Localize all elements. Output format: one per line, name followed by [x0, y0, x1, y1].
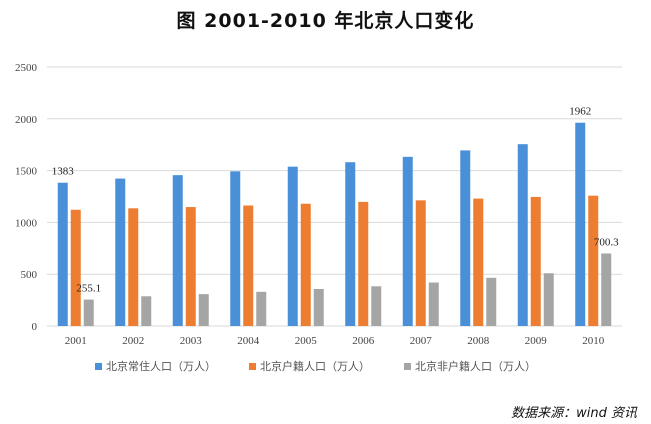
bar — [371, 286, 382, 326]
bar — [543, 273, 554, 326]
y-tick-label: 500 — [21, 269, 38, 281]
x-tick-label: 2004 — [237, 335, 260, 347]
bar — [198, 294, 209, 326]
y-tick-label: 1000 — [15, 217, 38, 229]
data-label: 1962 — [569, 106, 591, 118]
legend-item: 北京非户籍人口（万人） — [404, 358, 536, 374]
bar — [358, 201, 369, 326]
bar — [517, 144, 528, 326]
bar — [230, 171, 241, 326]
bar — [57, 182, 68, 326]
bar — [473, 198, 484, 326]
bar — [530, 196, 541, 326]
bar — [428, 282, 439, 326]
x-tick-label: 2005 — [295, 335, 318, 347]
bar — [287, 166, 298, 326]
bar — [185, 207, 196, 326]
bar — [243, 205, 254, 326]
x-tick-label: 2001 — [65, 335, 87, 347]
x-tick-label: 2009 — [525, 335, 548, 347]
x-tick-label: 2010 — [582, 335, 605, 347]
y-tick-label: 1500 — [15, 166, 38, 178]
bar — [601, 253, 612, 326]
y-tick-label: 0 — [32, 321, 38, 333]
y-tick-label: 2500 — [15, 62, 38, 74]
bar — [588, 195, 599, 326]
bar — [313, 288, 324, 326]
bar — [415, 200, 426, 326]
bar — [83, 299, 94, 326]
bar — [345, 162, 356, 326]
bar — [575, 122, 586, 326]
bar-chart: 0 500 1000 1500 2000 2500 2001 2002 2003 2004 2005… — [15, 62, 622, 347]
legend-swatch — [249, 362, 256, 370]
x-tick-label: 2002 — [122, 335, 144, 347]
data-label: 255.1 — [76, 283, 101, 295]
bar — [460, 150, 471, 326]
data-label: 700.3 — [594, 236, 619, 248]
y-tick-label: 2000 — [15, 114, 38, 126]
legend-item: 北京户籍人口（万人） — [249, 358, 370, 374]
bar — [402, 156, 413, 326]
bar — [115, 178, 126, 326]
bar — [141, 296, 152, 326]
legend-swatch — [95, 362, 102, 370]
bar — [256, 291, 267, 326]
bar — [172, 175, 183, 326]
x-tick-label: 2007 — [410, 335, 433, 347]
bar — [486, 277, 497, 326]
source-note: 数据来源：wind 资讯 — [511, 406, 637, 421]
bar — [70, 209, 81, 326]
legend-swatch — [404, 362, 411, 370]
x-tick-label: 2008 — [467, 335, 490, 347]
legend-label: 北京常住人口（万人） — [106, 360, 216, 373]
data-label: 1383 — [52, 166, 75, 178]
bar — [128, 208, 139, 326]
x-tick-label: 2006 — [352, 335, 375, 347]
legend-label: 北京户籍人口（万人） — [260, 360, 370, 373]
bar — [300, 203, 311, 326]
chart-title: 图 2001-2010 年北京人口变化 — [176, 10, 475, 32]
legend-item: 北京常住人口（万人） — [95, 358, 216, 374]
x-tick-label: 2003 — [180, 335, 203, 347]
legend-label: 北京非户籍人口（万人） — [415, 360, 536, 373]
